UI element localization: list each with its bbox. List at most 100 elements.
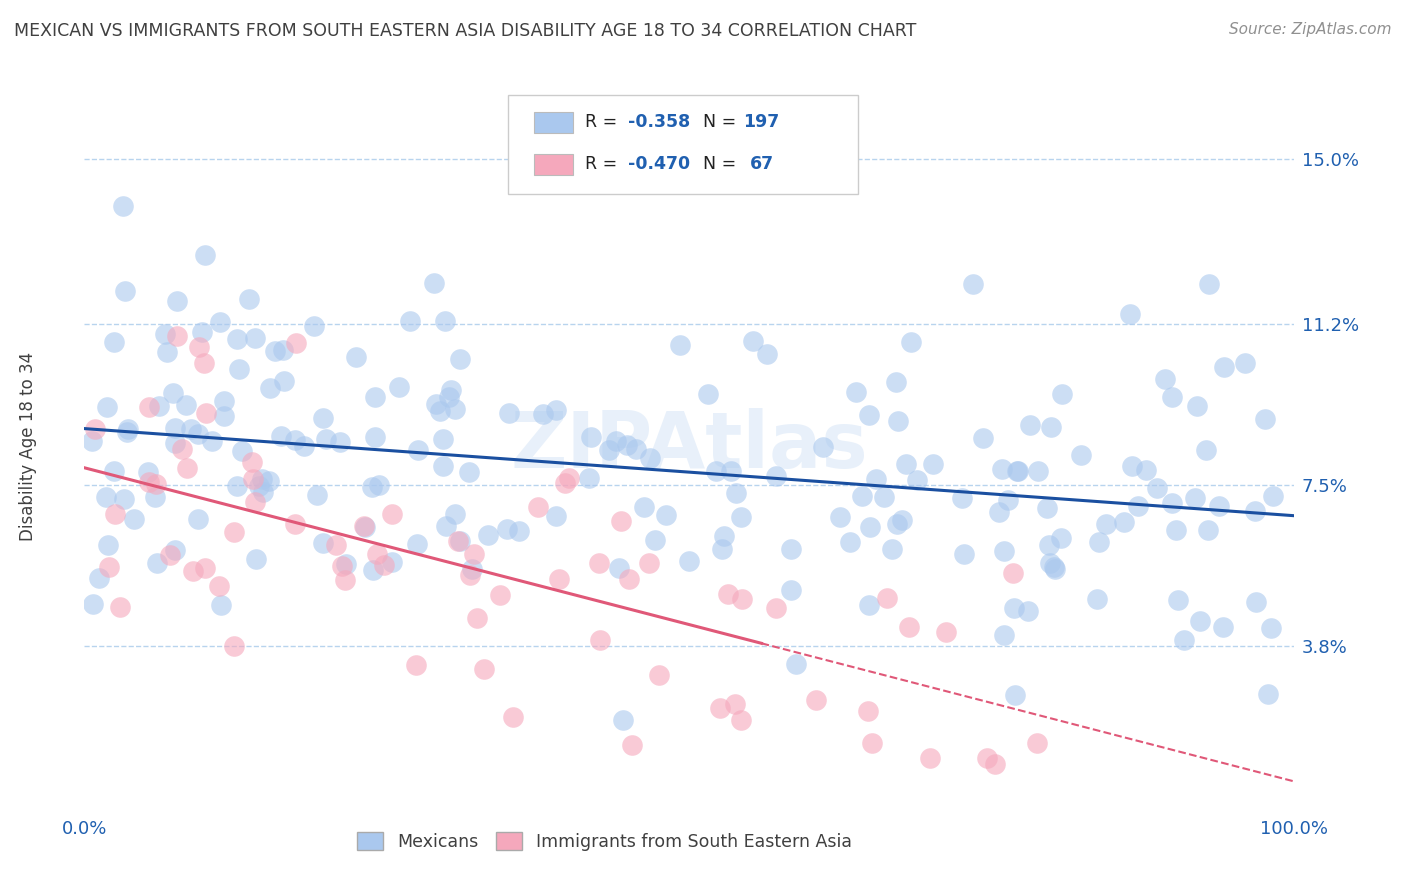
Point [918,751,941,765]
Point [1005,464,1028,478]
Point [1036,500,1059,515]
Point [610,514,633,528]
Point [1213,360,1236,375]
Point [1085,592,1108,607]
Point [730,714,752,728]
Point [1212,620,1234,634]
Point [162,385,184,400]
Point [94,491,117,505]
Point [713,529,735,543]
Point [1198,277,1220,292]
Point [1260,621,1282,635]
Point [620,738,643,752]
Point [858,598,880,612]
Point [335,557,357,571]
Point [1184,491,1206,505]
Point [461,562,484,576]
Point [259,474,281,488]
Point [432,459,454,474]
Text: MEXICAN VS IMMIGRANTS FROM SOUTH EASTERN ASIA DISABILITY AGE 18 TO 34 CORRELATIO: MEXICAN VS IMMIGRANTS FROM SOUTH EASTERN… [14,22,917,40]
Point [724,486,747,500]
Point [315,432,337,446]
Point [159,548,181,562]
Point [531,407,554,421]
Point [1043,562,1066,576]
Point [273,374,295,388]
Text: Disability Age 18 to 34: Disability Age 18 to 34 [20,351,37,541]
Point [97,538,120,552]
Point [449,351,471,366]
Point [224,525,246,540]
Point [434,519,457,533]
Point [858,704,880,718]
Point [373,558,395,572]
Point [1039,556,1062,570]
Point [858,408,880,422]
Point [1195,442,1218,457]
Point [993,544,1015,558]
Point [398,314,420,328]
Point [1002,600,1025,615]
Point [259,381,281,395]
Point [1114,516,1136,530]
Point [886,516,908,531]
Point [697,387,720,401]
Point [1185,399,1208,413]
Point [163,542,186,557]
Point [860,736,883,750]
Point [153,326,176,341]
Text: R =: R = [585,113,623,131]
Point [458,466,481,480]
Point [148,399,170,413]
Point [741,334,763,348]
Point [353,518,375,533]
Point [250,471,273,485]
Point [243,495,266,509]
Point [209,598,232,612]
Point [1087,535,1109,549]
Point [163,421,186,435]
Point [865,472,887,486]
Point [195,406,218,420]
Point [668,338,690,352]
Point [1243,504,1265,518]
Point [1049,531,1071,545]
Point [546,402,568,417]
Point [1197,524,1219,538]
Point [114,284,136,298]
Point [588,556,610,570]
Point [804,693,827,707]
Point [103,464,125,478]
Point [1119,307,1142,321]
Point [638,450,661,465]
Point [187,427,209,442]
Point [83,422,105,436]
Point [498,406,520,420]
Point [1026,464,1049,478]
Point [607,561,630,575]
Point [284,433,307,447]
Point [335,574,357,588]
Point [731,592,754,607]
Text: 197: 197 [744,113,779,131]
Point [724,697,747,711]
Point [890,513,912,527]
Point [458,568,481,582]
Point [366,547,388,561]
Point [755,347,778,361]
Point [612,713,634,727]
Point [194,248,217,262]
Text: 67: 67 [749,155,773,173]
Point [114,491,136,506]
Point [851,489,873,503]
Point [329,435,352,450]
Point [1007,464,1029,478]
Point [212,409,235,423]
Point [176,460,198,475]
Point [82,597,104,611]
Point [388,379,411,393]
Point [873,490,896,504]
Point [381,507,404,521]
Point [208,579,231,593]
Point [589,632,612,647]
